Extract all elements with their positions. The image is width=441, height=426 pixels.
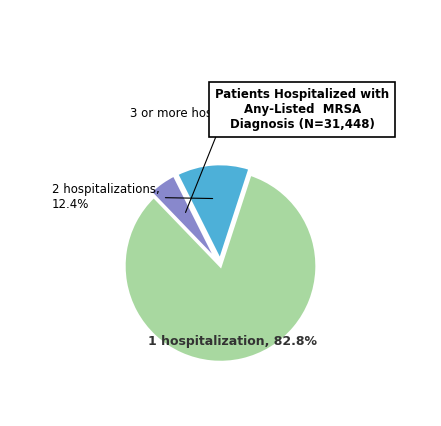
Text: 2 hospitalizations,
12.4%: 2 hospitalizations, 12.4% [52,183,213,210]
Text: Patients Hospitalized with
Any-Listed  MRSA
Diagnosis (N=31,448): Patients Hospitalized with Any-Listed MR… [215,88,389,131]
Text: 3 or more hospitalizations, 4.8%: 3 or more hospitalizations, 4.8% [130,106,321,213]
Wedge shape [150,175,217,261]
Wedge shape [124,174,317,362]
Wedge shape [177,164,250,260]
Text: 1 hospitalization, 82.8%: 1 hospitalization, 82.8% [148,335,317,348]
